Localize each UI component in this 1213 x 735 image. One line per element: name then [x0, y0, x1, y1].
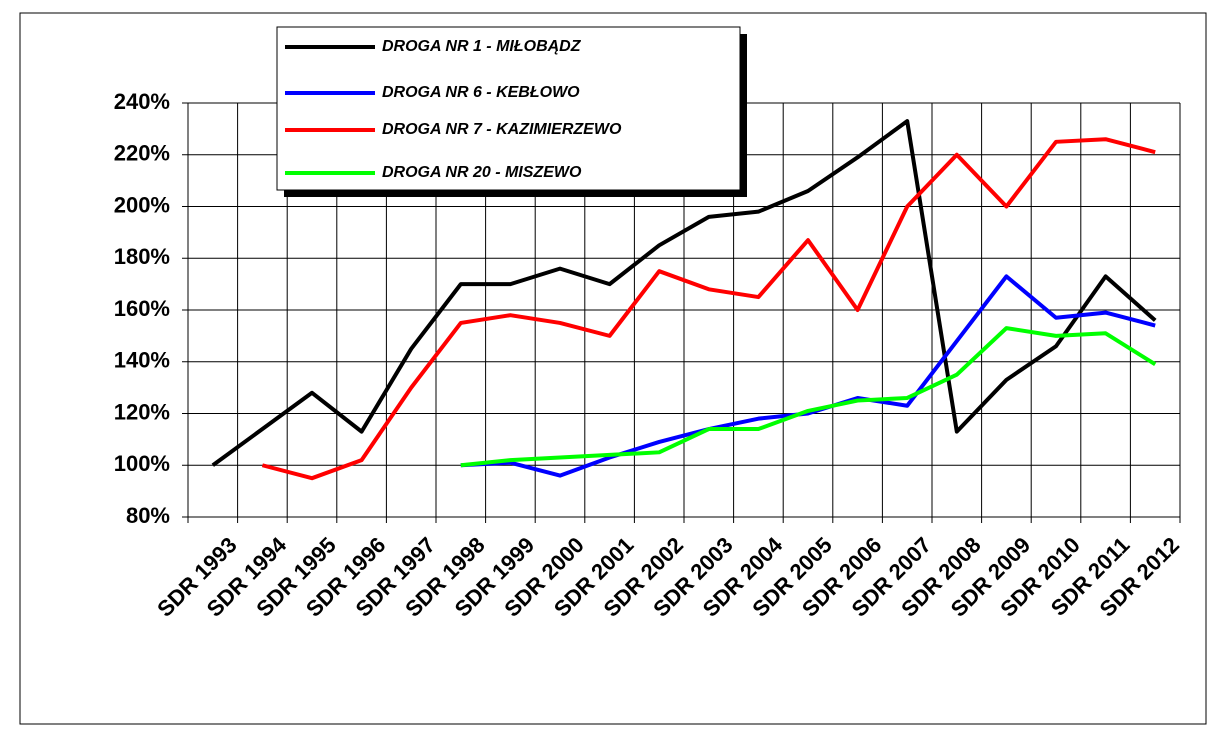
legend-label: DROGA NR 20 - MISZEWO — [382, 164, 582, 181]
y-tick-label: 180% — [114, 244, 170, 269]
series-line — [261, 137, 1156, 481]
legend-label: DROGA NR 1 - MIŁOBĄDZ — [382, 38, 582, 55]
legend — [276, 26, 741, 191]
y-tick-label: 80% — [126, 503, 170, 528]
legend-label: DROGA NR 6 - KEBŁOWO — [382, 84, 580, 101]
series-line — [460, 274, 1156, 478]
y-tick-label: 160% — [114, 296, 170, 321]
y-tick-label: 120% — [114, 399, 170, 424]
legend-entries: DROGA NR 1 - MIŁOBĄDZ DROGA NR 6 - KEBŁOW… — [285, 38, 622, 181]
y-tick-label: 220% — [114, 141, 170, 166]
legend-label: DROGA NR 7 - KAZIMIERZEWO — [382, 121, 622, 138]
y-tick-label: 140% — [114, 348, 170, 373]
y-tick-label: 100% — [114, 451, 170, 476]
y-tick-label: 240% — [114, 89, 170, 114]
series-line — [211, 119, 1157, 467]
series-line — [460, 326, 1157, 468]
y-tick-label: 200% — [114, 192, 170, 217]
